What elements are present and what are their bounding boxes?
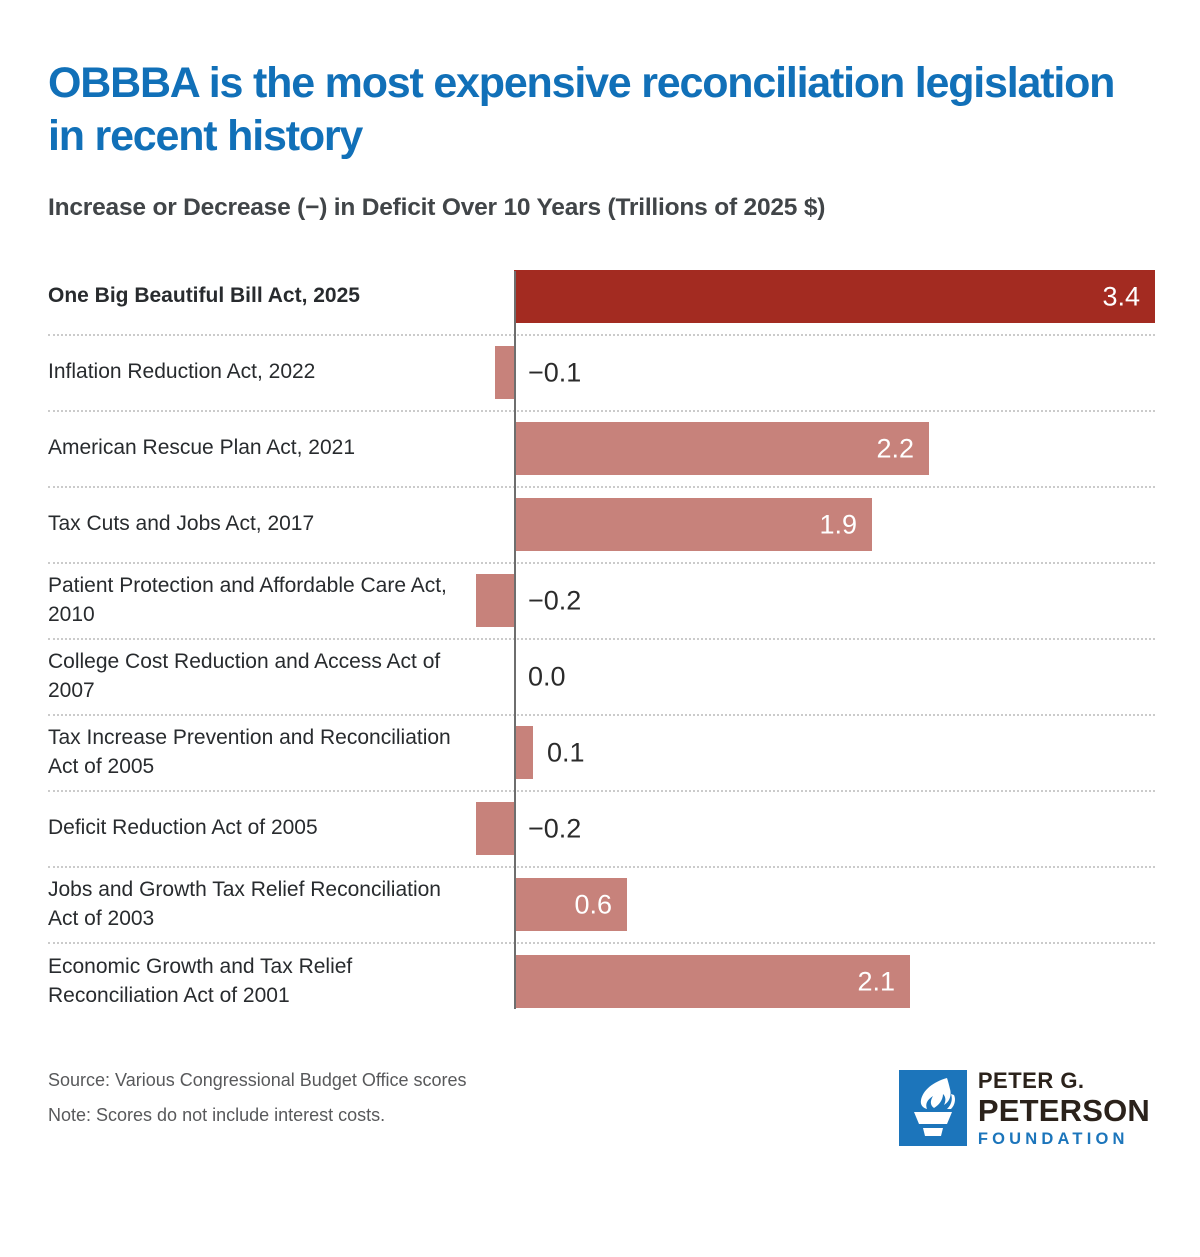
row-label: Tax Increase Prevention and Reconciliati… <box>48 725 451 778</box>
row-label: One Big Beautiful Bill Act, 2025 <box>48 284 360 308</box>
chart-row: Patient Protection and Affordable Care A… <box>48 564 1155 640</box>
page-title: OBBBA is the most expensive reconciliati… <box>48 57 1155 164</box>
chart-row: College Cost Reduction and Access Act of… <box>48 640 1155 716</box>
value-label: −0.1 <box>528 357 582 388</box>
row-label: College Cost Reduction and Access Act of… <box>48 649 441 702</box>
bar <box>514 498 872 552</box>
footer-notes: Source: Various Congressional Budget Off… <box>48 1070 467 1126</box>
logo-foundation: FOUNDATION <box>977 1129 1129 1148</box>
chart-row: One Big Beautiful Bill Act, 2025 3.4 <box>48 260 1155 336</box>
chart-row: Deficit Reduction Act of 2005 −0.2 <box>48 792 1155 868</box>
source-note: Source: Various Congressional Budget Off… <box>48 1069 467 1090</box>
value-label: 3.4 <box>1102 281 1140 312</box>
title-line-2: in recent history <box>48 112 363 161</box>
chart-row: Economic Growth and Tax Relief Reconcili… <box>48 944 1155 1020</box>
logo-peter-g: PETER G. <box>977 1067 1085 1093</box>
chart-row: Tax Increase Prevention and Reconciliati… <box>48 716 1155 792</box>
chart-subtitle: Increase or Decrease (−) in Deficit Over… <box>48 193 826 221</box>
row-label: Tax Cuts and Jobs Act, 2017 <box>48 512 315 536</box>
value-label: 2.1 <box>857 966 895 997</box>
value-label: 1.9 <box>819 509 857 540</box>
bar <box>476 574 514 628</box>
bar <box>514 270 1155 324</box>
bar <box>514 878 627 932</box>
row-label: Jobs and Growth Tax Relief Reconciliatio… <box>48 877 441 930</box>
logo-wordmark: PETER G. PETERSON FOUNDATION <box>977 1067 1150 1148</box>
title-line-1: OBBBA is the most expensive reconciliati… <box>48 59 1115 107</box>
value-label: 0.6 <box>574 889 612 920</box>
value-label: 0.0 <box>528 661 566 692</box>
chart-row: Inflation Reduction Act, 2022 −0.1 <box>48 336 1155 412</box>
bar <box>514 422 929 476</box>
value-label: −0.2 <box>528 813 582 844</box>
row-label: Economic Growth and Tax Relief Reconcili… <box>48 954 353 1007</box>
bar <box>514 955 910 1009</box>
value-label: −0.2 <box>528 585 582 616</box>
row-label: Deficit Reduction Act of 2005 <box>48 816 318 840</box>
row-label: Patient Protection and Affordable Care A… <box>48 573 447 626</box>
row-label: American Rescue Plan Act, 2021 <box>48 436 356 460</box>
zero-axis-line <box>514 270 516 1009</box>
value-label: 0.1 <box>547 737 585 768</box>
bar <box>514 726 533 780</box>
footer: Source: Various Congressional Budget Off… <box>48 1067 1150 1148</box>
chart-row: Tax Cuts and Jobs Act, 2017 1.9 <box>48 488 1155 564</box>
bar <box>495 346 514 400</box>
chart-row: American Rescue Plan Act, 2021 2.2 <box>48 412 1155 488</box>
value-label: 2.2 <box>876 433 914 464</box>
logo-peterson: PETERSON <box>977 1092 1150 1128</box>
row-label: Inflation Reduction Act, 2022 <box>48 360 316 384</box>
bar-chart: One Big Beautiful Bill Act, 2025 3.4 Infla… <box>48 260 1155 1020</box>
peterson-foundation-logo: PETER G. PETERSON FOUNDATION <box>898 1067 1150 1148</box>
bar <box>476 802 514 856</box>
interest-note: Note: Scores do not include interest cos… <box>48 1104 386 1125</box>
chart-row: Jobs and Growth Tax Relief Reconciliatio… <box>48 868 1155 944</box>
torch-icon <box>898 1069 967 1146</box>
infographic: OBBBA is the most expensive reconciliati… <box>0 57 1200 1257</box>
